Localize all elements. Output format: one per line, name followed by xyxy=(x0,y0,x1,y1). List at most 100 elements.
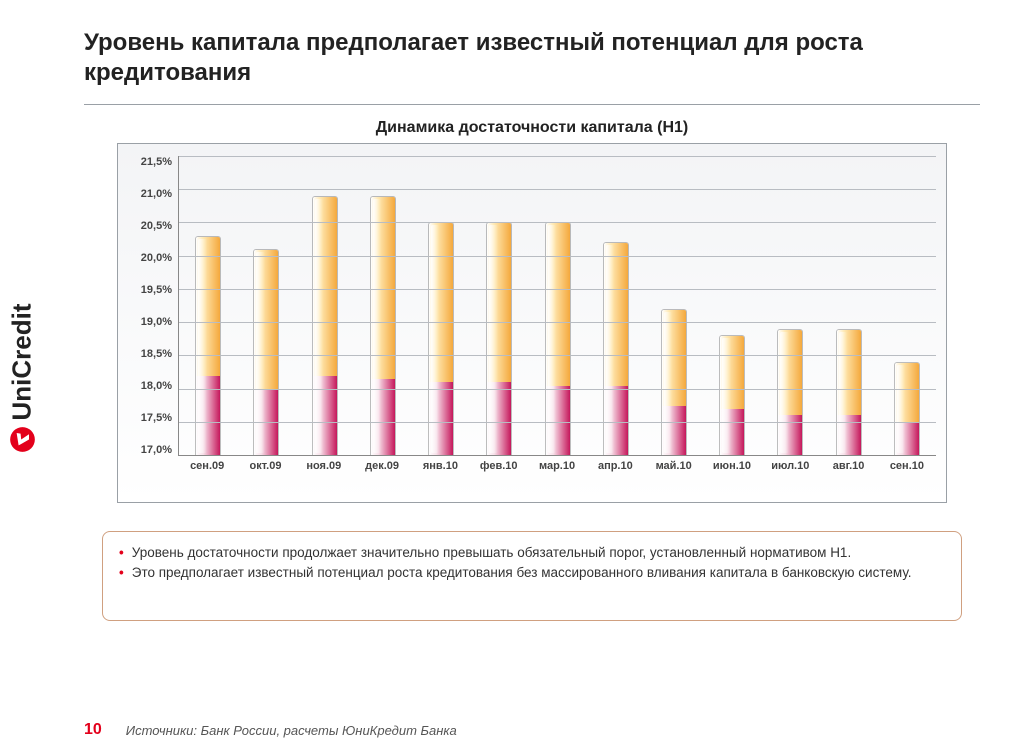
bar xyxy=(428,222,454,455)
bar-slot xyxy=(179,156,237,455)
y-tick-label: 18,5% xyxy=(128,348,172,360)
bar-slot xyxy=(878,156,936,455)
bar-segment-upper xyxy=(371,197,395,379)
x-axis: сен.09окт.09ноя.09дек.09янв.10фев.10мар.… xyxy=(178,460,936,472)
x-tick-label: май.10 xyxy=(645,460,703,472)
x-tick-label: июл.10 xyxy=(761,460,819,472)
bar xyxy=(603,242,629,455)
grid-line xyxy=(179,222,936,223)
y-tick-label: 17,0% xyxy=(128,444,172,456)
grid-line xyxy=(179,389,936,390)
chart-title: Динамика достаточности капитала (Н1) xyxy=(84,119,980,137)
x-tick-label: окт.09 xyxy=(236,460,294,472)
bar xyxy=(661,309,687,455)
title-rule xyxy=(84,104,980,105)
bar xyxy=(545,222,571,455)
bar-slot xyxy=(354,156,412,455)
brand-name: UniCredit xyxy=(7,303,38,420)
bar xyxy=(253,249,279,455)
brand-logo: UniCredit xyxy=(7,303,38,452)
bar-segment-lower xyxy=(487,382,511,455)
x-tick-label: сен.09 xyxy=(178,460,236,472)
bar xyxy=(777,329,803,455)
bar-slot xyxy=(470,156,528,455)
x-tick-label: дек.09 xyxy=(353,460,411,472)
bar-slot xyxy=(237,156,295,455)
y-tick-label: 19,5% xyxy=(128,284,172,296)
bar-slot xyxy=(295,156,353,455)
bar-segment-lower xyxy=(604,386,628,455)
slide-title: Уровень капитала предполагает известный … xyxy=(84,28,980,88)
bar-slot xyxy=(761,156,819,455)
grid-line xyxy=(179,422,936,423)
bar xyxy=(836,329,862,455)
bar-segment-upper xyxy=(604,243,628,385)
grid-line xyxy=(179,322,936,323)
bar-segment-lower xyxy=(429,382,453,455)
bar-slot xyxy=(412,156,470,455)
bullet-icon: • xyxy=(119,544,124,562)
bar xyxy=(719,335,745,455)
bar-segment-lower xyxy=(196,376,220,455)
bar-slot xyxy=(820,156,878,455)
bar-slot xyxy=(645,156,703,455)
y-tick-label: 21,0% xyxy=(128,188,172,200)
x-tick-label: ноя.09 xyxy=(295,460,353,472)
bar-segment-upper xyxy=(895,363,919,422)
bar-slot xyxy=(587,156,645,455)
grid-line xyxy=(179,156,936,157)
slide: UniCredit Уровень капитала предполагает … xyxy=(0,0,1020,755)
bar-segment-upper xyxy=(487,223,511,382)
note-text: Это предполагает известный потенциал рос… xyxy=(132,564,912,582)
x-tick-label: апр.10 xyxy=(586,460,644,472)
bar-segment-upper xyxy=(313,197,337,376)
bar xyxy=(370,196,396,455)
note-text: Уровень достаточности продолжает значите… xyxy=(132,544,851,562)
bars-container xyxy=(179,156,936,455)
bar-segment-upper xyxy=(254,250,278,389)
y-tick-label: 18,0% xyxy=(128,380,172,392)
bar-segment-upper xyxy=(546,223,570,385)
footer: 10 Источники: Банк России, расчеты ЮниКр… xyxy=(84,721,980,739)
grid-line xyxy=(179,355,936,356)
bar-slot xyxy=(528,156,586,455)
bar-segment-upper xyxy=(662,310,686,406)
bar-segment-upper xyxy=(778,330,802,416)
grid-line xyxy=(179,256,936,257)
x-tick-label: июн.10 xyxy=(703,460,761,472)
bar-segment-lower xyxy=(895,422,919,455)
x-tick-label: авг.10 xyxy=(819,460,877,472)
bar-segment-lower xyxy=(313,376,337,455)
plot-area xyxy=(178,156,936,456)
x-tick-label: сен.10 xyxy=(878,460,936,472)
y-tick-label: 20,5% xyxy=(128,220,172,232)
grid-line xyxy=(179,289,936,290)
grid-line xyxy=(179,189,936,190)
bar xyxy=(894,362,920,455)
note-line: • Это предполагает известный потенциал ро… xyxy=(119,564,945,582)
y-axis: 21,5% 21,0% 20,5% 20,0% 19,5% 19,0% 18,5% 18,0%… xyxy=(128,156,178,456)
bar-slot xyxy=(703,156,761,455)
y-tick-label: 20,0% xyxy=(128,252,172,264)
bar-segment-upper xyxy=(837,330,861,416)
bar-segment-upper xyxy=(429,223,453,382)
x-tick-label: янв.10 xyxy=(411,460,469,472)
content-area: Уровень капитала предполагает известный … xyxy=(44,0,1020,755)
unicredit-icon xyxy=(9,426,35,452)
plot-wrap: 21,5% 21,0% 20,5% 20,0% 19,5% 19,0% 18,5% 18,0%… xyxy=(128,156,936,456)
x-tick-label: фев.10 xyxy=(470,460,528,472)
chart-box: 21,5% 21,0% 20,5% 20,0% 19,5% 19,0% 18,5% 18,0%… xyxy=(117,143,947,503)
brand-strip: UniCredit xyxy=(0,0,44,755)
bar xyxy=(486,222,512,455)
x-tick-label: мар.10 xyxy=(528,460,586,472)
y-tick-label: 21,5% xyxy=(128,156,172,168)
bar-segment-lower xyxy=(371,379,395,455)
source-text: Источники: Банк России, расчеты ЮниКреди… xyxy=(126,723,457,738)
bullet-icon: • xyxy=(119,564,124,582)
bar xyxy=(312,196,338,455)
bar-segment-lower xyxy=(546,386,570,455)
y-tick-label: 17,5% xyxy=(128,412,172,424)
bar-segment-lower xyxy=(720,409,744,455)
y-tick-label: 19,0% xyxy=(128,316,172,328)
bar-segment-upper xyxy=(720,336,744,408)
